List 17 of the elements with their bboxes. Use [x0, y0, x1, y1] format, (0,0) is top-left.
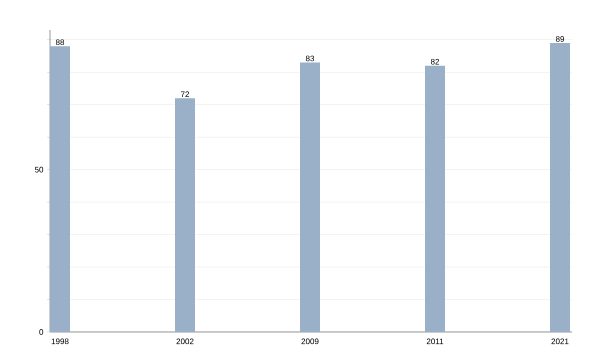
bar [550, 42, 570, 332]
y-tick-label: 50 [34, 166, 44, 172]
bar [50, 46, 70, 332]
bar [300, 62, 320, 332]
bar [425, 66, 445, 332]
bar [175, 98, 196, 332]
x-tick-label: 2002 [176, 338, 194, 344]
data-label: 89 [556, 36, 564, 42]
y-tick-label: 0 [39, 329, 44, 335]
x-tick-label: 1998 [52, 338, 69, 344]
data-label: 82 [430, 58, 440, 65]
data-label: 83 [306, 56, 314, 62]
x-tick-label: 2011 [426, 338, 444, 344]
data-label: 72 [180, 91, 190, 97]
x-tick-label: 2009 [302, 338, 319, 344]
x-tick-label: 2021 [552, 338, 569, 344]
data-label: 88 [56, 39, 64, 46]
